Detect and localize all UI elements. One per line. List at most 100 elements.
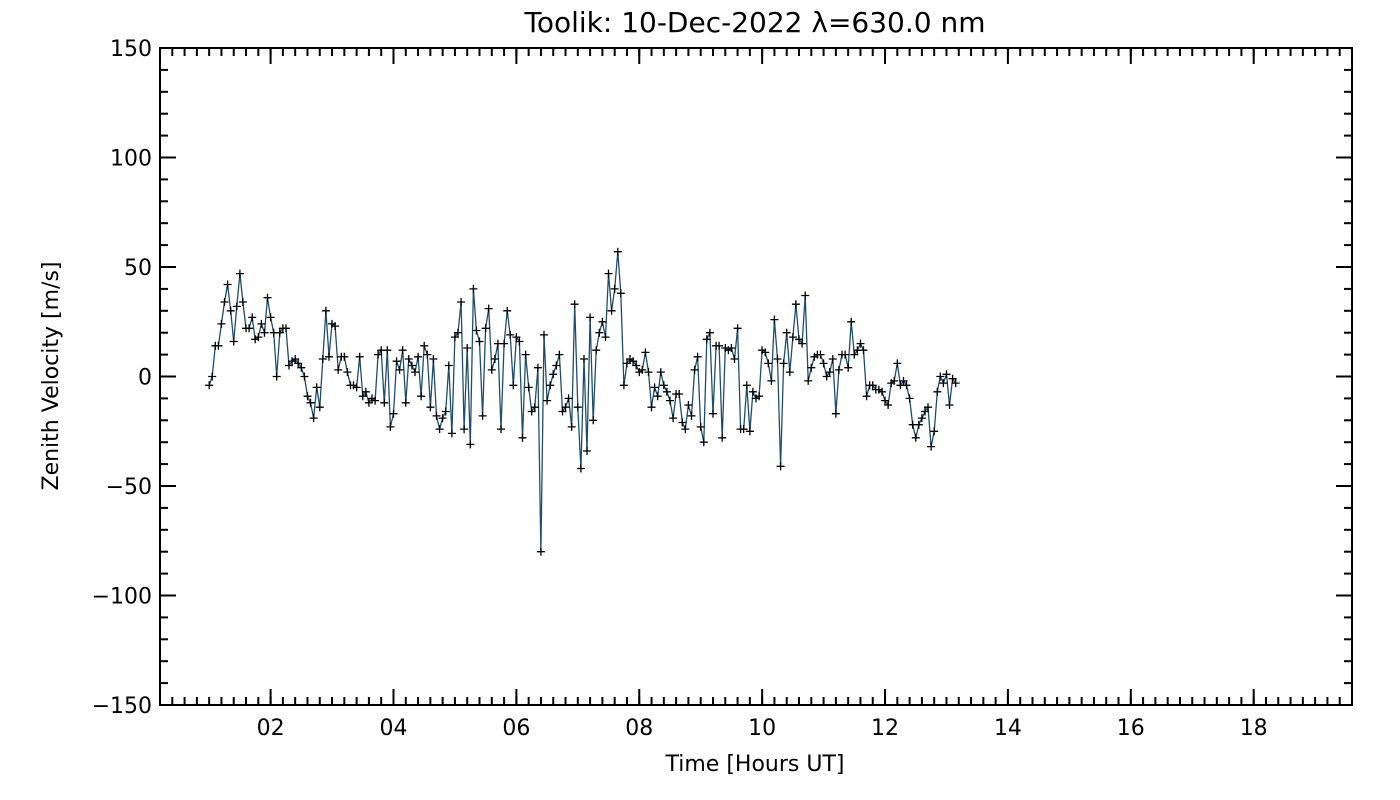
- x-tick-label: 08: [625, 716, 653, 741]
- data-point-marker: [484, 304, 493, 313]
- data-point-marker: [702, 335, 711, 344]
- data-point-marker: [555, 350, 564, 359]
- data-point-marker: [592, 346, 601, 355]
- data-point-marker: [834, 365, 843, 374]
- data-point-marker: [315, 403, 324, 412]
- y-tick-label: 50: [124, 256, 152, 281]
- data-point-marker: [500, 339, 509, 348]
- data-point-marker: [524, 383, 533, 392]
- x-tick-label: 18: [1240, 716, 1268, 741]
- data-point-marker: [580, 355, 588, 363]
- data-point-marker: [358, 392, 367, 401]
- data-point-marker: [306, 398, 315, 407]
- data-point-marker: [613, 247, 622, 256]
- data-point-marker: [684, 401, 693, 409]
- series-layer: [205, 247, 960, 556]
- data-point-marker: [312, 383, 321, 392]
- data-point-marker: [254, 333, 263, 342]
- data-point-marker: [355, 352, 364, 361]
- data-point-marker: [595, 328, 604, 337]
- data-point-marker: [727, 344, 736, 352]
- axis-ticks-layer: [160, 47, 1352, 706]
- data-point-marker: [856, 339, 865, 348]
- chart-title: Toolik: 10-Dec-2022 λ=630.0 nm: [523, 6, 985, 39]
- data-point-marker: [463, 344, 472, 352]
- data-point-marker: [515, 337, 524, 346]
- data-point-marker: [380, 398, 389, 407]
- data-point-marker: [285, 361, 293, 370]
- data-point-marker: [733, 324, 742, 333]
- data-point-marker: [844, 363, 853, 372]
- data-point-marker: [788, 333, 797, 342]
- data-point-marker: [205, 381, 214, 390]
- data-point-marker: [361, 387, 370, 396]
- data-point-marker: [383, 346, 392, 355]
- data-point-marker: [616, 289, 625, 298]
- data-point-marker: [623, 359, 631, 368]
- data-point-marker: [291, 355, 300, 363]
- data-point-marker: [791, 300, 800, 309]
- data-point-marker: [601, 333, 610, 342]
- data-point-marker: [902, 381, 911, 390]
- y-tick-label: 150: [110, 37, 152, 62]
- data-point-marker: [795, 335, 803, 344]
- x-tick-label: 06: [502, 716, 530, 741]
- data-point-marker: [816, 350, 825, 359]
- data-point-marker: [432, 411, 441, 420]
- data-point-marker: [831, 409, 840, 418]
- data-point-marker: [666, 396, 674, 405]
- data-point-marker: [945, 401, 954, 409]
- data-point-marker: [893, 359, 902, 368]
- data-point-marker: [518, 433, 527, 442]
- data-point-marker: [850, 350, 859, 359]
- data-point-marker: [878, 387, 886, 396]
- data-point-marker: [583, 447, 591, 455]
- data-point-marker: [340, 352, 349, 361]
- data-point-marker: [641, 348, 650, 357]
- data-point-marker: [570, 300, 579, 309]
- data-point-marker: [454, 328, 462, 337]
- data-point-marker: [659, 381, 668, 390]
- data-point-marker: [933, 387, 942, 396]
- plot-frame: [159, 47, 1353, 706]
- data-point-marker: [441, 407, 450, 416]
- data-point-marker: [807, 363, 816, 372]
- data-point-marker: [629, 357, 638, 366]
- data-point-marker: [407, 361, 416, 370]
- data-point-marker: [705, 328, 714, 337]
- data-point-marker: [478, 411, 487, 420]
- data-point-marker: [300, 372, 309, 381]
- data-point-marker: [297, 363, 306, 372]
- data-point-marker: [472, 326, 481, 335]
- data-point-marker: [687, 411, 696, 420]
- data-point-marker: [782, 328, 791, 337]
- data-point-marker: [503, 306, 512, 315]
- data-point-marker: [429, 355, 438, 363]
- data-point-marker: [767, 376, 776, 385]
- data-point-marker: [420, 341, 429, 350]
- data-point-marker: [248, 313, 257, 322]
- data-point-marker: [761, 348, 770, 357]
- data-point-marker: [540, 330, 548, 339]
- data-point-marker: [257, 319, 266, 328]
- data-point-marker: [450, 333, 459, 342]
- data-point-marker: [536, 547, 545, 556]
- data-point-marker: [785, 368, 794, 377]
- data-point-marker: [232, 302, 241, 311]
- data-point-marker: [460, 425, 469, 434]
- y-axis-label: Zenith Velocity [m/s]: [39, 262, 64, 491]
- data-point-marker: [497, 425, 505, 434]
- data-point-marker: [217, 319, 226, 328]
- data-point-marker: [392, 357, 401, 366]
- data-point-marker: [533, 363, 542, 372]
- y-tick-label: 0: [138, 366, 152, 391]
- data-point-marker: [352, 383, 361, 392]
- data-point-marker: [638, 365, 647, 374]
- data-point-marker: [699, 438, 708, 447]
- data-point-marker: [527, 407, 536, 416]
- data-point-marker: [576, 464, 585, 473]
- data-point-marker: [426, 403, 435, 412]
- x-tick-label: 14: [994, 716, 1022, 741]
- plot-frame-layer: [159, 47, 1353, 706]
